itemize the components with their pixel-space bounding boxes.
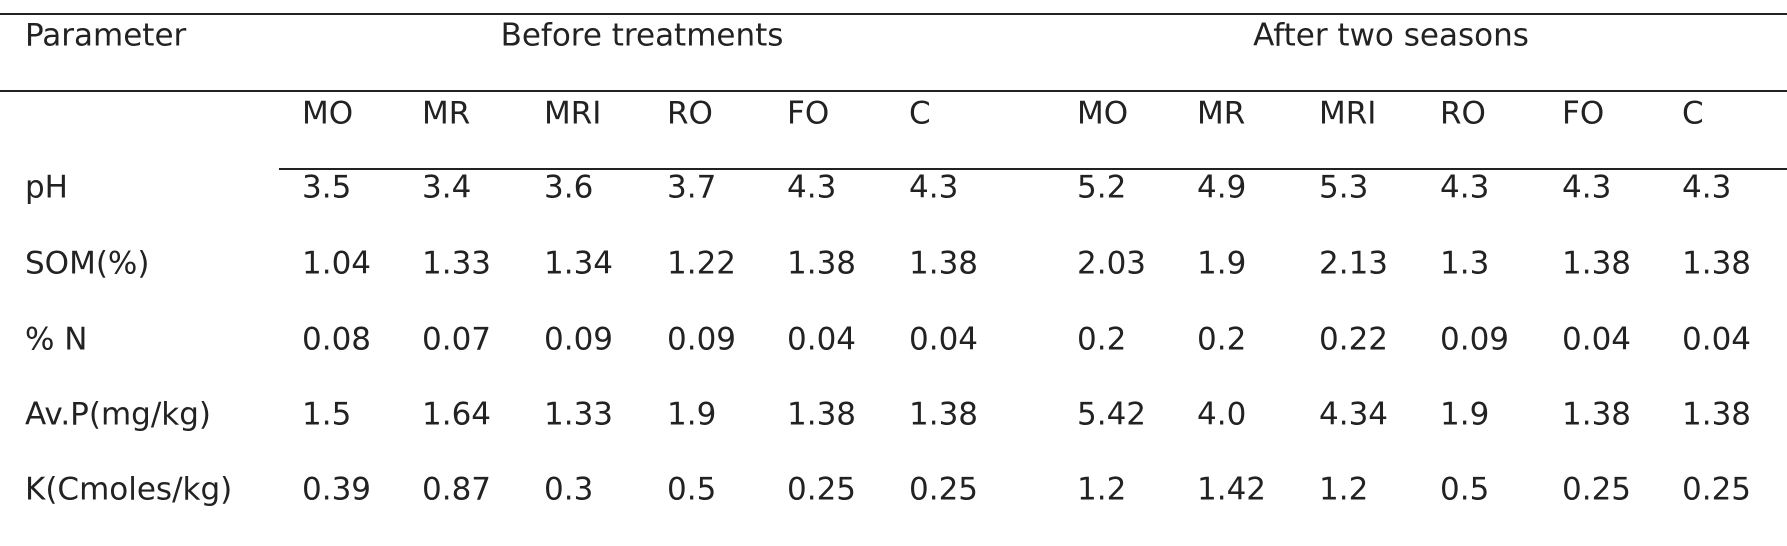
table-cell: 1.2	[1319, 471, 1369, 508]
column-header: MRI	[1319, 95, 1377, 132]
column-header: FO	[1562, 95, 1605, 132]
table-cell: 3.7	[667, 169, 717, 206]
table-cell: 5.2	[1077, 169, 1127, 206]
table-cell: 1.38	[787, 396, 857, 433]
table-cell: 4.3	[1682, 169, 1732, 206]
parameter-header: Parameter	[25, 17, 187, 54]
table-cell: 0.04	[1682, 321, 1752, 358]
table-cell: 1.2	[1077, 471, 1127, 508]
row-label: K(Cmoles/kg)	[25, 471, 233, 508]
table-cell: 0.04	[787, 321, 857, 358]
table-cell: 4.3	[909, 169, 959, 206]
table-cell: 4.3	[1440, 169, 1490, 206]
table-cell: 0.87	[422, 471, 492, 508]
table-cell: 0.07	[422, 321, 492, 358]
table-cell: 5.3	[1319, 169, 1369, 206]
table-cell: 1.64	[422, 396, 492, 433]
table-cell: 0.2	[1197, 321, 1247, 358]
column-header: RO	[1440, 95, 1486, 132]
table-cell: 4.3	[787, 169, 837, 206]
column-header: MRI	[544, 95, 602, 132]
table-cell: 0.25	[1562, 471, 1632, 508]
group-header: After two seasons	[1253, 17, 1529, 54]
table-cell: 0.22	[1319, 321, 1389, 358]
table-cell: 0.08	[302, 321, 372, 358]
table-cell: 0.09	[667, 321, 737, 358]
column-header: MO	[1077, 95, 1129, 132]
table-cell: 1.3	[1440, 245, 1490, 282]
table-cell: 0.25	[909, 471, 979, 508]
row-label: % N	[25, 321, 88, 358]
table-cell: 2.03	[1077, 245, 1147, 282]
table-cell: 1.38	[1562, 245, 1632, 282]
column-header: MR	[1197, 95, 1246, 132]
table-cell: 4.3	[1562, 169, 1612, 206]
table-cell: 1.38	[909, 245, 979, 282]
column-header: MR	[422, 95, 471, 132]
table-cell: 1.38	[909, 396, 979, 433]
table-cell: 3.5	[302, 169, 352, 206]
table-cell: 1.42	[1197, 471, 1267, 508]
row-label: Av.P(mg/kg)	[25, 396, 212, 433]
table-cell: 4.34	[1319, 396, 1389, 433]
table-cell: 1.33	[544, 396, 614, 433]
row-label: SOM(%)	[25, 245, 150, 282]
table-cell: 0.3	[544, 471, 594, 508]
table-cell: 0.25	[1682, 471, 1752, 508]
header-rule	[0, 90, 1787, 92]
table-cell: 0.39	[302, 471, 372, 508]
table-cell: 1.38	[787, 245, 857, 282]
table-cell: 1.9	[1197, 245, 1247, 282]
table-cell: 0.09	[1440, 321, 1510, 358]
table-cell: 1.38	[1682, 396, 1752, 433]
table-cell: 1.33	[422, 245, 492, 282]
table-cell: 3.6	[544, 169, 594, 206]
table-cell: 3.4	[422, 169, 472, 206]
table-cell: 1.04	[302, 245, 372, 282]
table-cell: 1.38	[1682, 245, 1752, 282]
column-header: FO	[787, 95, 830, 132]
column-header: RO	[667, 95, 713, 132]
table-cell: 4.0	[1197, 396, 1247, 433]
table-cell: 1.38	[1562, 396, 1632, 433]
row-label: pH	[25, 169, 68, 206]
table-cell: 0.2	[1077, 321, 1127, 358]
column-header: MO	[302, 95, 354, 132]
column-header: C	[909, 95, 931, 132]
table-cell: 1.5	[302, 396, 352, 433]
column-header: C	[1682, 95, 1704, 132]
table-cell: 1.9	[667, 396, 717, 433]
table-cell: 0.04	[909, 321, 979, 358]
table-cell: 0.25	[787, 471, 857, 508]
table-cell: 0.04	[1562, 321, 1632, 358]
table-cell: 1.34	[544, 245, 614, 282]
table-cell: 1.22	[667, 245, 737, 282]
group-header: Before treatments	[500, 17, 784, 54]
table-cell: 0.5	[1440, 471, 1490, 508]
table-cell: 2.13	[1319, 245, 1389, 282]
table-cell: 5.42	[1077, 396, 1147, 433]
table-cell: 1.9	[1440, 396, 1490, 433]
top-rule	[0, 13, 1787, 15]
table-cell: 0.5	[667, 471, 717, 508]
table-cell: 0.09	[544, 321, 614, 358]
subheader-rule	[279, 168, 1787, 170]
table-cell: 4.9	[1197, 169, 1247, 206]
